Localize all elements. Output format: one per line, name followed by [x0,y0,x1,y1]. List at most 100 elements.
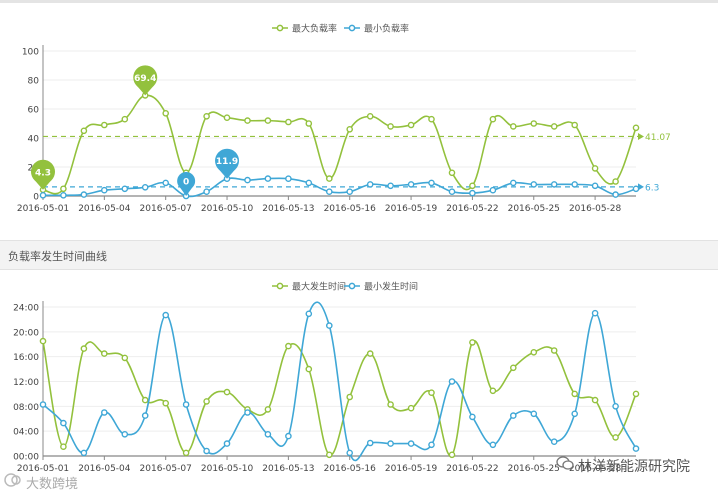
x-tick-label: 2016-05-28 [569,204,622,214]
data-point [141,412,149,419]
data-point [571,181,579,188]
x-tick-label: 2016-05-28 [569,464,622,474]
x-tick-label: 2016-05-25 [508,464,560,474]
data-point [285,432,292,440]
watermark-left: 大数跨境 [4,473,78,492]
data-point [203,398,210,405]
data-point [428,441,435,449]
data-point [530,348,538,356]
data-point [285,342,292,350]
data-point [366,439,374,447]
data-point [387,401,394,408]
x-tick-label: 2016-05-16 [324,464,377,474]
series-line [42,94,637,195]
data-point [264,430,272,438]
data-point [530,181,538,188]
data-point [448,378,456,385]
y-tick-label: 100 [22,48,39,58]
y-tick-label: 16:00 [13,353,39,363]
data-point [325,188,333,195]
data-point [285,175,292,182]
data-point [80,127,88,135]
x-tick-label: 2016-05-10 [201,204,254,214]
data-point [428,179,435,187]
y-tick-label: 04:00 [13,428,39,438]
y-tick-label: 00:00 [13,453,39,463]
data-point [285,118,292,126]
watermark-left-text: 大数跨境 [26,477,79,492]
marker-pin [133,65,158,90]
legend-marker [348,282,356,290]
legend-entry: 最大发生时间 [292,281,346,293]
data-point [121,354,129,362]
x-tick-label: 2016-05-07 [140,464,192,474]
data-point [387,182,394,190]
data-point [632,124,640,132]
data-point [571,410,579,418]
x-tick-label: 2016-05-16 [324,204,377,214]
data-point [162,179,169,187]
data-point [591,309,599,317]
data-point [121,115,129,123]
data-point [101,350,108,357]
data-point [162,110,169,117]
data-point [203,188,210,195]
data-point [80,345,88,352]
x-tick-label: 2016-05-22 [446,204,498,214]
watermark-logo-icon [4,473,22,490]
data-point [612,191,619,198]
y-tick-label: 20:00 [13,328,39,338]
legend-marker [276,24,284,32]
x-tick-label: 2016-05-07 [140,204,192,214]
data-point [407,181,415,188]
data-point [346,188,354,195]
section-title: 负载率发生时间曲线 [8,250,107,263]
marker-label: 11.9 [216,157,238,167]
x-tick-label: 2016-05-25 [508,204,560,214]
marker-pin [215,148,240,173]
data-point [325,322,333,329]
data-point [489,115,497,123]
average-arrow [638,132,644,140]
data-point [305,179,313,187]
x-tick-label: 2016-05-13 [262,204,314,214]
wechat-icon [556,456,574,473]
data-point [244,409,251,416]
data-point [305,365,313,373]
marker-label: 4.3 [35,168,51,178]
data-point [121,430,129,438]
data-point [244,117,251,124]
data-point [60,443,67,451]
data-point [223,440,231,447]
marker-label: 69.4 [134,74,156,84]
section-header: 负载率发生时间曲线 [0,240,718,270]
series-line [42,340,637,457]
data-point [612,434,619,441]
data-point [509,179,517,187]
data-point [366,113,374,120]
data-point [223,114,231,121]
y-tick-label: 80 [28,77,40,87]
legend-entry: 最小发生时间 [364,281,418,293]
data-point [80,449,88,457]
legend-entry: 最小负载率 [364,23,409,35]
data-point [264,175,272,182]
data-point [346,393,354,401]
data-point [591,165,599,172]
data-point [60,185,67,193]
x-tick-label: 2016-05-19 [385,204,438,214]
data-point [530,120,538,127]
data-point [101,186,108,194]
marker-pin [177,172,196,190]
data-point [264,117,272,124]
data-point [509,364,517,372]
data-point [612,402,619,410]
data-point [632,445,640,452]
data-point [80,191,88,198]
data-point [141,183,149,191]
data-point [182,401,190,408]
data-point [469,182,476,190]
legend-marker [348,24,356,32]
data-point [469,413,476,421]
